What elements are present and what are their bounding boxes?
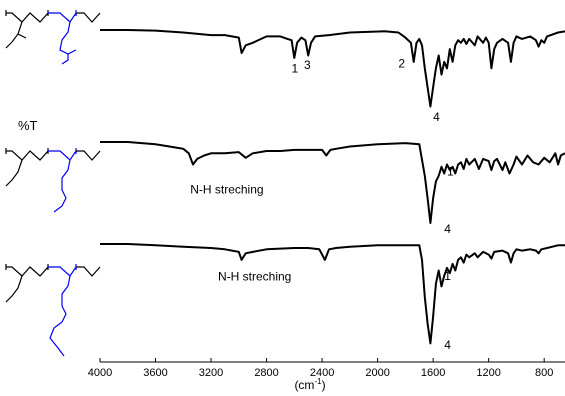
structure-3-icon	[5, 264, 101, 357]
x-axis-label-close: )	[322, 378, 326, 392]
x-axis-label-sup: -1	[314, 377, 322, 386]
nh-stretching-annotation: N-H streching	[218, 270, 291, 284]
peak-label: 2	[398, 57, 405, 71]
x-tick-label: 1600	[421, 367, 445, 379]
peak-label: 1	[292, 62, 299, 76]
x-tick-label: 800	[535, 367, 553, 379]
x-tick-label: 3600	[143, 367, 167, 379]
x-axis-label-base: (cm	[294, 378, 314, 392]
x-tick-label: 2400	[310, 367, 334, 379]
structure-1-icon	[5, 10, 101, 65]
spectrum-line-1	[100, 29, 565, 108]
peak-label: 4	[444, 222, 451, 236]
peak-label: 1	[444, 269, 451, 283]
x-tick-label: 2000	[365, 367, 389, 379]
structure-2-icon	[5, 148, 101, 213]
spectrum-line-3	[100, 243, 565, 345]
spectrum-line-2	[100, 141, 565, 224]
nh-stretching-annotation: N-H streching	[190, 183, 263, 197]
x-tick-label: 4000	[88, 367, 112, 379]
x-tick-label: 1200	[476, 367, 500, 379]
x-tick-label: 2800	[254, 367, 278, 379]
x-axis-label: (cm-1)	[294, 377, 325, 392]
peak-label: 1	[447, 164, 454, 178]
y-axis-label: %T	[18, 118, 38, 133]
peak-label: 4	[433, 110, 440, 124]
x-tick-label: 3200	[199, 367, 223, 379]
x-axis-ticks: 4000 3600 3200 2800 2400 2000 1600 1200 800	[88, 358, 553, 379]
peak-label: 4	[444, 338, 451, 352]
peak-label: 3	[304, 58, 311, 72]
